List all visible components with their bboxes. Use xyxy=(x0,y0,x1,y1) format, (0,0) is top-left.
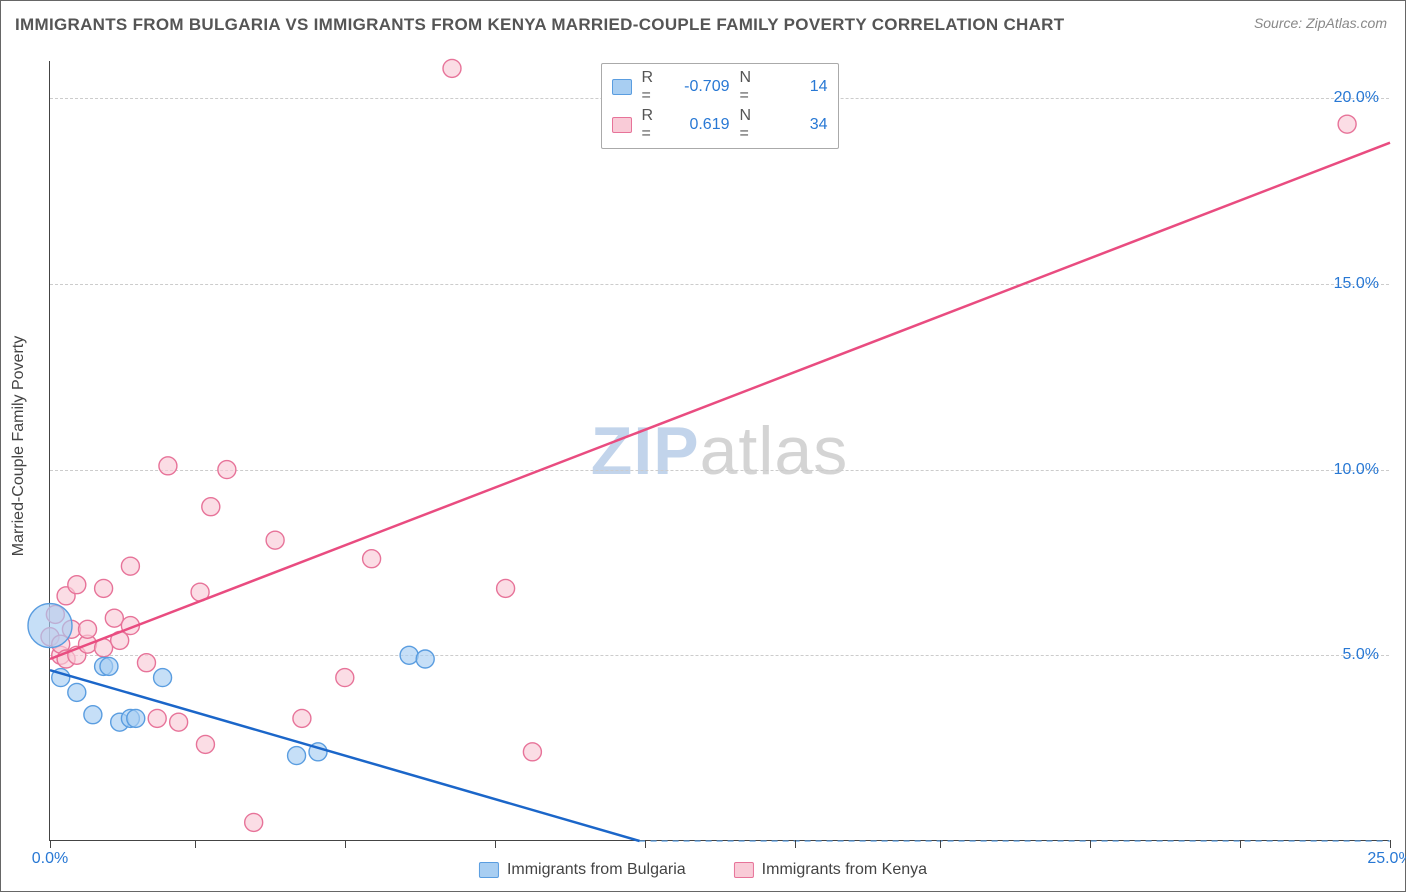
series-a-name: Immigrants from Bulgaria xyxy=(507,861,686,879)
n-label: N = xyxy=(740,69,762,105)
legend-stats-row-b: R = 0.619 N = 34 xyxy=(612,106,828,144)
legend-stats: R = -0.709 N = 14 R = 0.619 N = 34 xyxy=(601,63,839,149)
x-tick-label: 25.0% xyxy=(1367,850,1406,868)
swatch-a-icon xyxy=(612,79,632,95)
n-value-a: 14 xyxy=(772,78,828,96)
legend-item-a: Immigrants from Bulgaria xyxy=(479,861,686,879)
y-tick-label: 20.0% xyxy=(1334,89,1379,107)
plot-area: ZIPatlas R = -0.709 N = 14 R = 0.619 N =… xyxy=(49,61,1389,841)
r-value-b: 0.619 xyxy=(674,116,730,134)
series-b-name: Immigrants from Kenya xyxy=(762,861,927,879)
chart-container: IMMIGRANTS FROM BULGARIA VS IMMIGRANTS F… xyxy=(0,0,1406,892)
scatter-plot xyxy=(50,61,1389,840)
legend-item-b: Immigrants from Kenya xyxy=(734,861,927,879)
y-tick-label: 15.0% xyxy=(1334,275,1379,293)
chart-title: IMMIGRANTS FROM BULGARIA VS IMMIGRANTS F… xyxy=(15,15,1064,35)
legend-series: Immigrants from Bulgaria Immigrants from… xyxy=(479,861,927,879)
y-tick-label: 10.0% xyxy=(1334,461,1379,479)
y-axis-label: Married-Couple Family Poverty xyxy=(10,336,28,557)
r-value-a: -0.709 xyxy=(674,78,730,96)
swatch-b-icon xyxy=(612,117,632,133)
n-value-b: 34 xyxy=(772,116,828,134)
r-label: R = xyxy=(642,107,664,143)
r-label: R = xyxy=(642,69,664,105)
source-label: Source: ZipAtlas.com xyxy=(1254,15,1387,31)
legend-stats-row-a: R = -0.709 N = 14 xyxy=(612,68,828,106)
x-tick-label: 0.0% xyxy=(32,850,68,868)
swatch-b-icon xyxy=(734,862,754,878)
y-tick-label: 5.0% xyxy=(1343,646,1379,664)
n-label: N = xyxy=(740,107,762,143)
swatch-a-icon xyxy=(479,862,499,878)
